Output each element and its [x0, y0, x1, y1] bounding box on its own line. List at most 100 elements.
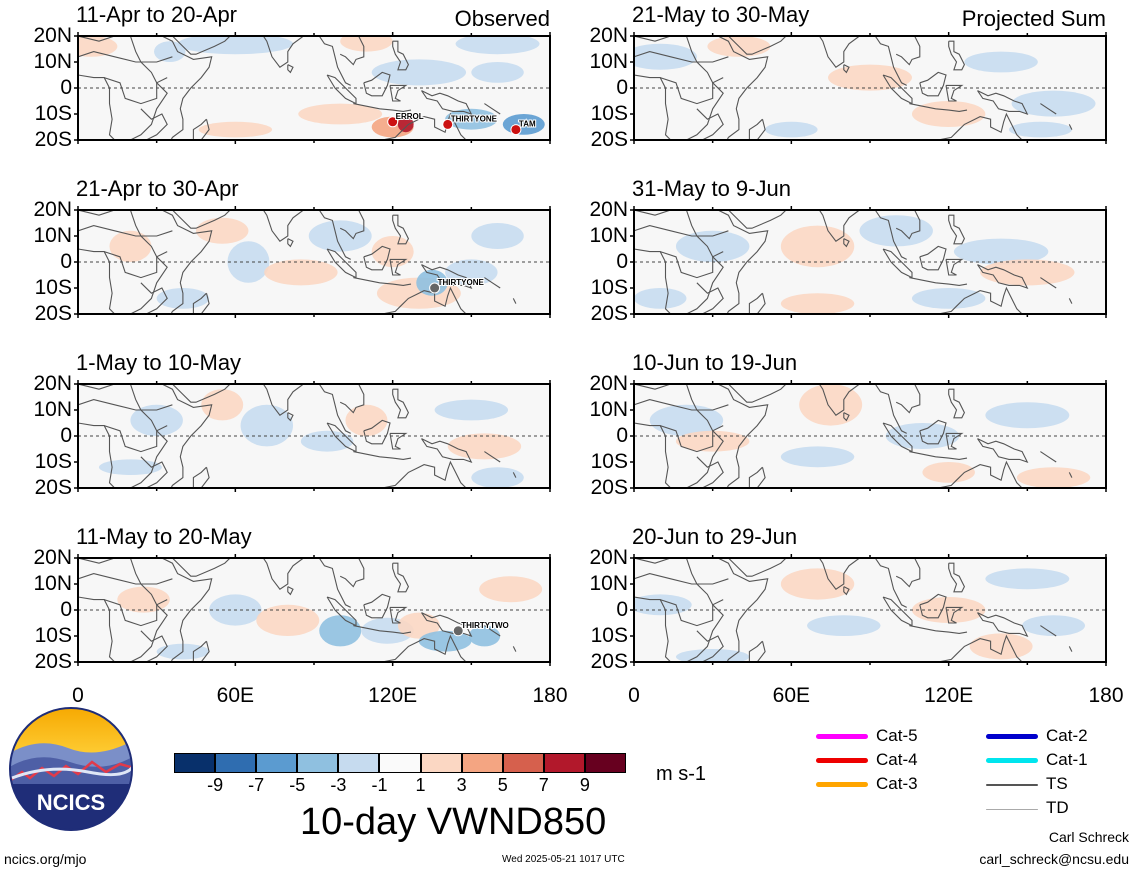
coastline [172, 558, 231, 577]
anomaly-region [634, 288, 687, 309]
anomaly-region [298, 103, 383, 125]
anomaly-region [471, 62, 524, 83]
latitude-label: 0 [616, 424, 628, 447]
coastline [421, 612, 473, 637]
coastline [882, 422, 913, 453]
vwnd-map-panel [630, 206, 1107, 318]
variable-title: 10-day VWND850 [300, 801, 607, 843]
coastline [192, 640, 210, 662]
coastline [484, 277, 501, 289]
coastline [78, 225, 173, 237]
coastline [748, 118, 766, 140]
anomaly-region [434, 399, 509, 421]
colorbar-swatch [420, 753, 462, 773]
anomaly-region [471, 223, 524, 249]
coastline [748, 466, 766, 488]
coastline [922, 554, 951, 555]
latitude-label: 10S [590, 276, 628, 299]
coastline [161, 36, 213, 140]
storm-name: TAM [519, 120, 536, 129]
anomaly-region [1008, 121, 1072, 138]
legend-label: Cat-2 [1046, 726, 1088, 745]
coastline [919, 419, 947, 445]
coastline [339, 558, 365, 588]
anomaly-region [922, 462, 975, 483]
anomaly-region [1022, 615, 1086, 636]
storm-marker-icon [452, 625, 464, 637]
coastline [392, 40, 410, 71]
panel-title: 1-May to 10-May [76, 350, 242, 375]
coastline [484, 451, 501, 463]
legend-label: Cat-4 [876, 750, 918, 769]
latitude-label: 10S [34, 276, 72, 299]
legend-label: TD [1046, 798, 1069, 817]
anomaly-region [675, 230, 750, 262]
anomaly-region [198, 121, 273, 138]
anomaly-region [964, 51, 1038, 73]
anomaly-region [675, 649, 750, 662]
vwnd-map-panel [630, 380, 1107, 492]
coastline [129, 384, 168, 488]
coastline [78, 248, 116, 314]
coastline [634, 384, 718, 390]
coastline [909, 451, 968, 460]
latitude-label: 10S [34, 450, 72, 473]
longitude-label: 180 [1088, 684, 1124, 707]
anomaly-region [117, 586, 170, 613]
latitude-label: 10S [590, 624, 628, 647]
storm-name: ERROL [396, 112, 424, 121]
coastline [1040, 451, 1057, 463]
coastline [192, 292, 210, 314]
coastline [882, 596, 913, 627]
coastline [140, 108, 168, 140]
coastline [287, 64, 294, 74]
legend-line [986, 809, 1038, 810]
coastline [129, 210, 168, 314]
coastline [326, 248, 357, 279]
coastline [948, 214, 966, 245]
coastline [696, 108, 724, 140]
colorbar-tick-label: -7 [248, 775, 265, 795]
coastline [874, 210, 907, 260]
coastline [685, 210, 724, 314]
coastline [634, 422, 672, 488]
coastline [484, 625, 501, 637]
coastline [512, 646, 517, 652]
colorbar-tick-label: 9 [579, 775, 590, 795]
anomaly-region [980, 259, 1075, 286]
coastline [318, 384, 351, 434]
anomaly-region [780, 225, 855, 268]
latitude-label: 10S [34, 102, 72, 125]
vwnd-map-panel [630, 554, 1107, 666]
coastline [696, 282, 724, 314]
coastline [748, 292, 766, 314]
coastline [882, 74, 913, 105]
latitude-label: 10N [33, 398, 72, 421]
colorbar-tick-label: -3 [330, 775, 347, 795]
anomaly-region [445, 259, 498, 286]
coastline [728, 36, 787, 55]
coastline [685, 384, 724, 488]
legend-line [816, 758, 868, 763]
coastline [78, 422, 116, 488]
coastline [634, 225, 729, 237]
latitude-label: 20N [33, 198, 72, 221]
anomaly-region [985, 402, 1070, 429]
coastline [392, 388, 410, 419]
coastline [172, 210, 231, 229]
anomaly-region [799, 384, 863, 426]
coastline [78, 51, 173, 63]
coastline [937, 286, 1023, 314]
coastline [922, 32, 951, 33]
latitude-label: 20S [34, 302, 72, 325]
coastline [748, 640, 766, 662]
coastline [512, 298, 517, 304]
latitude-label: 0 [60, 76, 72, 99]
coastline [78, 210, 162, 216]
colorbar-swatch [215, 753, 257, 773]
coastline [353, 625, 412, 634]
coastline [1068, 298, 1073, 304]
latitude-label: 20N [33, 372, 72, 395]
coastline [78, 596, 116, 662]
vwnd-map-panel: THIRTYONE [74, 206, 551, 318]
